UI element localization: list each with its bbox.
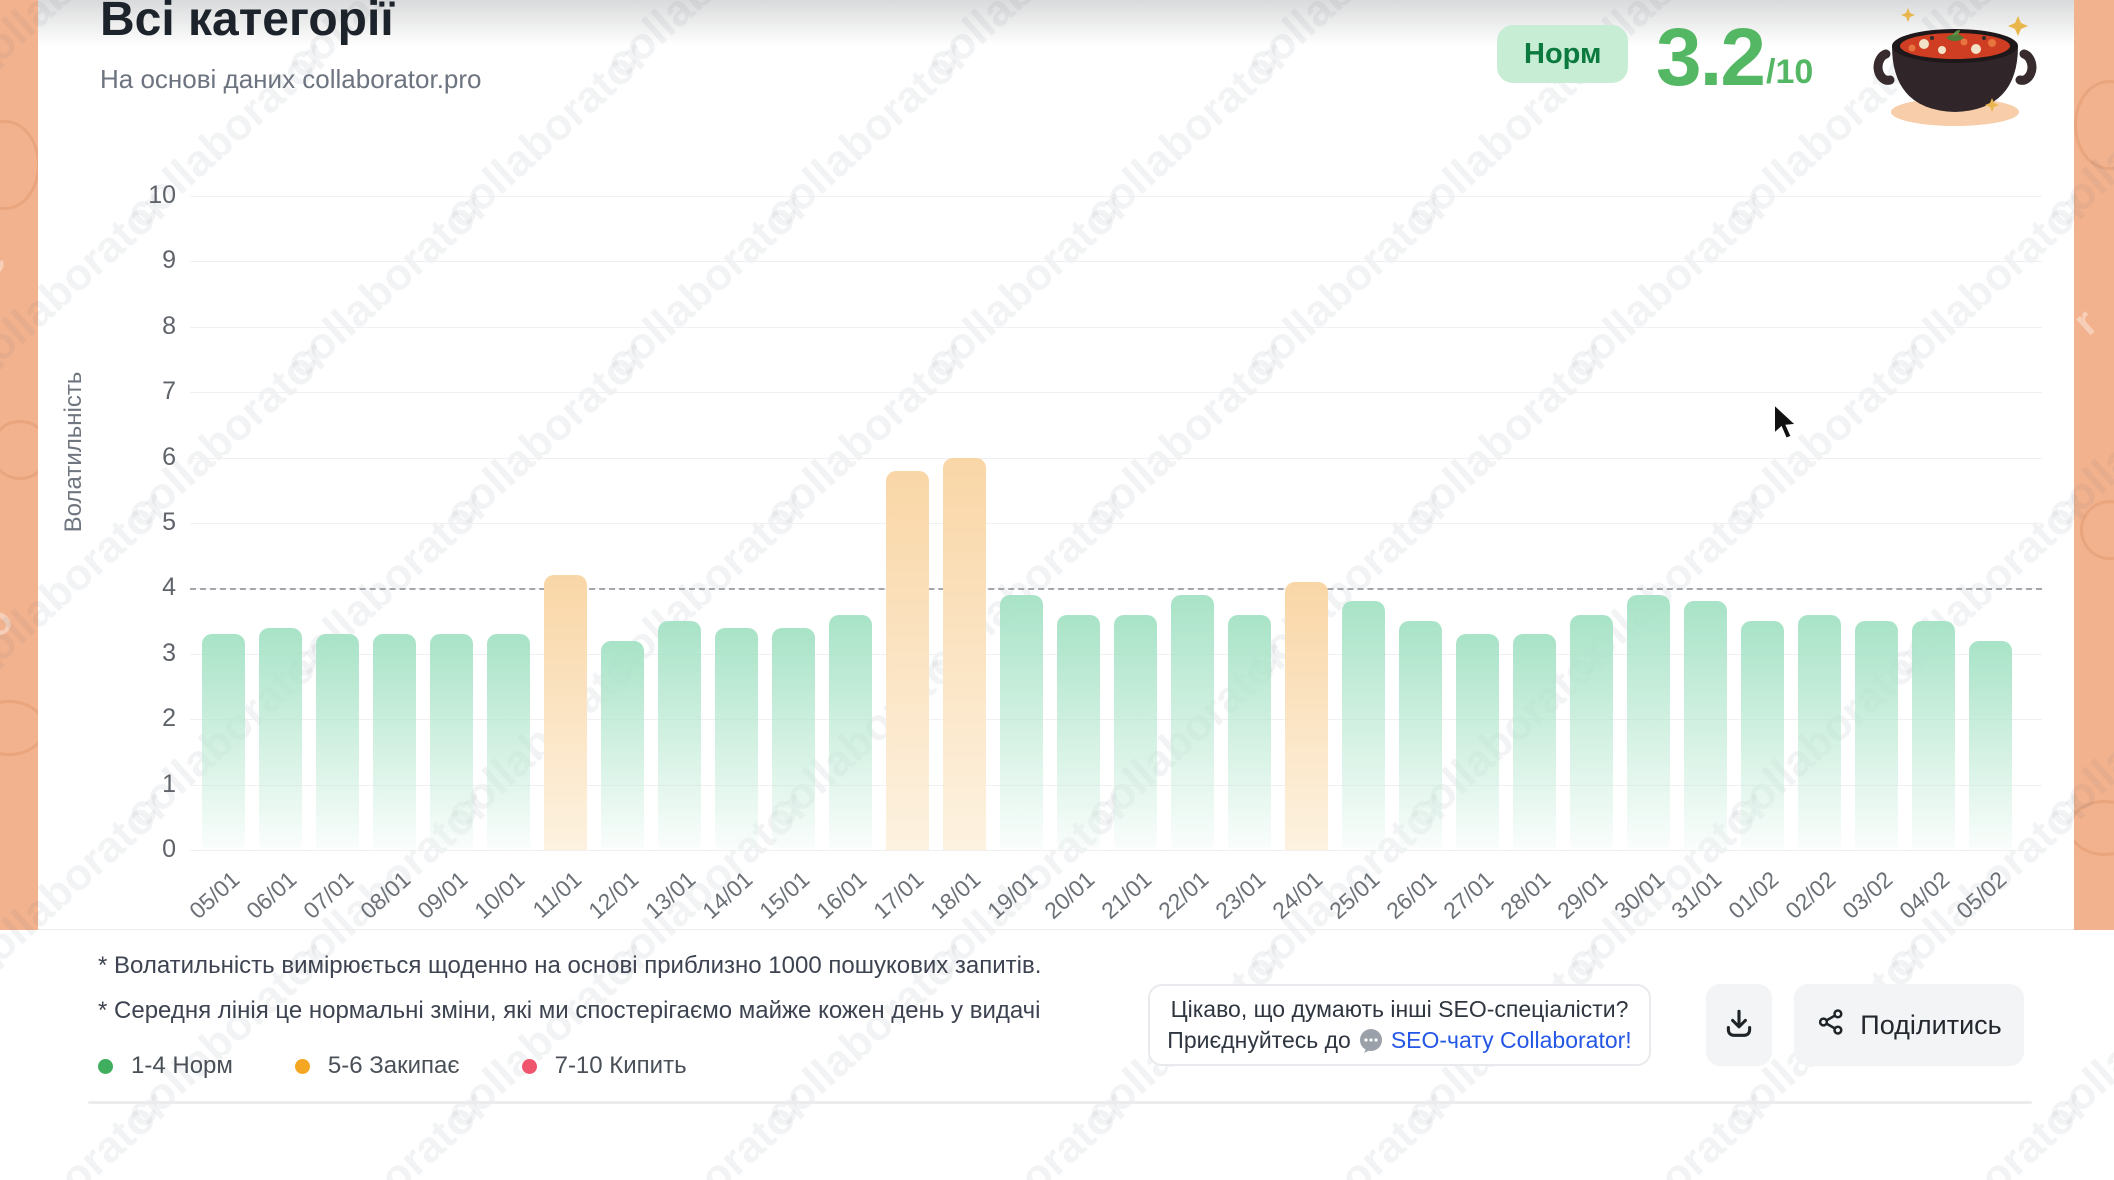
bar-24-01[interactable]	[1284, 581, 1328, 850]
card-bottom-edge	[88, 1101, 2032, 1104]
legend-dot	[294, 1058, 310, 1074]
speech-bubble-icon	[1358, 1027, 1384, 1055]
legend-dot	[521, 1058, 537, 1074]
seo-chat-cta-card: Цікаво, що думають інші SEO-спеціалісти?…	[1148, 984, 1651, 1066]
bar-28-01[interactable]	[1512, 634, 1556, 850]
y-axis-tick: 5	[162, 508, 176, 536]
bar-31-01[interactable]	[1683, 601, 1727, 850]
legend-item: 5-6 Закипає	[294, 1052, 460, 1080]
chart-legend: 1-4 Норм 5-6 Закипає 7-10 Кипить	[98, 1052, 687, 1080]
gridline	[190, 326, 2042, 328]
y-axis-tick: 7	[162, 377, 176, 406]
bar-14-01[interactable]	[714, 627, 758, 850]
bar-07-01[interactable]	[315, 634, 359, 850]
download-button[interactable]	[1706, 984, 1772, 1066]
volatility-score: 3.2 /10	[1656, 0, 1813, 108]
score-value: 3.2	[1656, 12, 1766, 103]
footnote-average-line: * Середня лінія це нормальні зміни, які …	[98, 997, 1041, 1024]
y-axis-tick: 4	[162, 573, 176, 602]
bar-23-01[interactable]	[1227, 614, 1271, 850]
bar-26-01[interactable]	[1398, 621, 1442, 850]
bar-12-01[interactable]	[600, 640, 644, 850]
download-icon	[1722, 1007, 1756, 1044]
bar-01-02[interactable]	[1740, 621, 1784, 850]
page-subtitle: На основі даних collaborator.pro	[100, 64, 482, 94]
y-axis-label: Волатильність	[60, 371, 87, 533]
status-badge: Норм	[1497, 25, 1629, 83]
bar-02-02[interactable]	[1797, 614, 1841, 850]
y-axis-tick: 3	[162, 638, 176, 667]
bar-19-01[interactable]	[999, 594, 1043, 850]
bar-21-01[interactable]	[1113, 614, 1157, 850]
bar-22-01[interactable]	[1170, 594, 1214, 850]
bar-25-01[interactable]	[1341, 601, 1385, 850]
gridline	[190, 196, 2042, 197]
footnote-measurement: * Волатильність вимірюється щоденно на о…	[98, 952, 1042, 979]
share-button-label: Поділитись	[1860, 1009, 2002, 1040]
gridline	[190, 261, 2042, 263]
bar-29-01[interactable]	[1569, 614, 1613, 850]
bar-05-02[interactable]	[1968, 640, 2012, 850]
bar-11-01[interactable]	[543, 575, 587, 850]
bar-16-01[interactable]	[828, 614, 872, 850]
gridline	[190, 850, 2042, 851]
bar-06-01[interactable]	[258, 627, 302, 850]
score-suffix: /10	[1766, 53, 1814, 91]
y-axis-tick: 1	[162, 769, 176, 798]
y-axis-tick: 6	[162, 442, 176, 471]
bar-03-02[interactable]	[1854, 621, 1898, 850]
bar-10-01[interactable]	[486, 634, 530, 850]
gridline	[190, 392, 2042, 394]
soup-pot-icon	[1872, 2, 2038, 133]
bar-08-01[interactable]	[372, 634, 416, 850]
share-button[interactable]: Поділитись	[1794, 984, 2024, 1066]
legend-item: 7-10 Кипить	[521, 1052, 687, 1080]
y-axis-tick: 9	[162, 246, 176, 275]
card-top-shade	[38, 0, 2074, 46]
decor-border-right: r	[2074, 0, 2114, 930]
page-title: Всі категорії	[100, 0, 394, 46]
legend-dot	[98, 1058, 113, 1074]
bar-15-01[interactable]	[771, 627, 815, 850]
bar-18-01[interactable]	[942, 457, 986, 850]
bar-04-02[interactable]	[1911, 621, 1955, 850]
legend-label: 5-6 Закипає	[327, 1052, 460, 1079]
legend-label: 1-4 Норм	[131, 1052, 233, 1079]
gridline	[190, 523, 2042, 524]
section-divider	[38, 929, 2074, 930]
decor-border-left: c o	[0, 0, 38, 930]
y-axis-tick: 8	[162, 311, 176, 340]
y-axis-tick: 0	[162, 835, 176, 863]
seo-chat-link[interactable]: SEO-чату Collaborator!	[1390, 1026, 1632, 1053]
bar-30-01[interactable]	[1626, 594, 1670, 850]
cta-question: Цікаво, що думають інші SEO-спеціалісти?	[1170, 995, 1629, 1022]
bar-20-01[interactable]	[1056, 614, 1100, 850]
gridline	[190, 457, 2042, 459]
cta-join-text: Приєднуйтесь до	[1167, 1026, 1351, 1053]
legend-label: 7-10 Кипить	[554, 1052, 687, 1079]
y-axis-tick: 2	[162, 704, 176, 733]
bar-05-01[interactable]	[201, 634, 245, 850]
bar-17-01[interactable]	[885, 470, 929, 850]
average-threshold-line	[190, 588, 2042, 591]
bar-27-01[interactable]	[1455, 634, 1499, 850]
bar-13-01[interactable]	[657, 621, 701, 850]
share-nodes-icon	[1816, 1007, 1846, 1044]
legend-item: 1-4 Норм	[98, 1052, 233, 1080]
y-axis-tick: 10	[148, 181, 176, 209]
bar-09-01[interactable]	[429, 634, 473, 850]
